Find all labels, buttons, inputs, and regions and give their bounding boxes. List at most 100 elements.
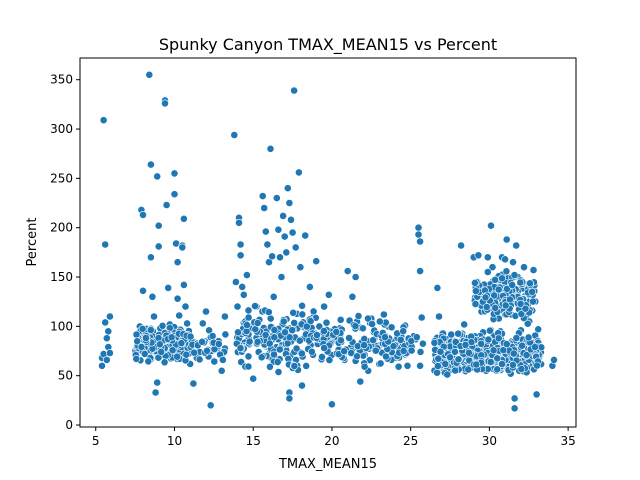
- data-point: [106, 312, 114, 321]
- data-point: [280, 232, 289, 241]
- data-point: [145, 70, 154, 79]
- data-point: [102, 355, 111, 364]
- data-point: [167, 333, 176, 342]
- x-tick-label: 30: [482, 434, 497, 448]
- data-point: [354, 312, 363, 320]
- data-point: [483, 268, 492, 276]
- data-point: [266, 144, 275, 153]
- data-point: [179, 280, 188, 289]
- data-point: [236, 240, 245, 249]
- data-point: [261, 330, 270, 339]
- y-tick-label: 350: [50, 73, 73, 87]
- data-point: [502, 340, 511, 348]
- data-point: [487, 221, 495, 230]
- data-point: [233, 302, 242, 311]
- data-point: [277, 273, 286, 281]
- data-point: [407, 346, 416, 355]
- data-point: [208, 332, 217, 340]
- data-point: [153, 378, 162, 387]
- data-point: [260, 204, 269, 212]
- data-point: [523, 319, 532, 328]
- data-point: [368, 320, 376, 328]
- data-point: [522, 351, 531, 359]
- data-point: [510, 271, 519, 279]
- data-point: [102, 334, 111, 343]
- data-point: [526, 279, 534, 288]
- data-point: [508, 281, 517, 289]
- data-point: [528, 287, 537, 296]
- data-point: [181, 302, 190, 311]
- data-point: [418, 339, 427, 348]
- data-point: [416, 267, 424, 275]
- x-axis-label: TMAX_MEAN15: [278, 457, 377, 472]
- data-point: [289, 308, 298, 317]
- data-point: [202, 307, 210, 316]
- data-point: [151, 388, 160, 397]
- data-point: [298, 310, 307, 319]
- data-point: [509, 349, 518, 358]
- data-point: [460, 320, 469, 329]
- data-point: [244, 313, 253, 322]
- data-point: [441, 360, 450, 368]
- data-point: [253, 337, 262, 346]
- data-point: [283, 184, 292, 193]
- data-point: [173, 258, 182, 267]
- data-point: [203, 346, 211, 355]
- data-point: [471, 300, 480, 308]
- data-point: [436, 347, 445, 356]
- data-point: [394, 362, 403, 371]
- data-point: [206, 401, 215, 410]
- data-point: [178, 243, 187, 252]
- data-point: [502, 267, 511, 276]
- data-point: [245, 337, 254, 346]
- data-point: [450, 347, 459, 356]
- data-point: [140, 349, 149, 358]
- data-point: [154, 333, 163, 342]
- data-point: [433, 362, 442, 370]
- data-point: [399, 327, 408, 336]
- data-point: [493, 365, 502, 374]
- data-point: [101, 240, 110, 249]
- data-point: [154, 242, 163, 251]
- data-point: [502, 235, 511, 244]
- data-point: [520, 263, 528, 272]
- y-tick-label: 250: [50, 171, 73, 185]
- data-point: [494, 334, 503, 343]
- data-point: [327, 400, 336, 409]
- data-point: [347, 349, 356, 357]
- data-point: [472, 360, 481, 369]
- data-point: [160, 358, 169, 367]
- data-point: [416, 361, 424, 370]
- data-point: [471, 287, 480, 295]
- data-point: [270, 350, 278, 359]
- x-tick-label: 15: [246, 434, 261, 448]
- data-point: [274, 225, 283, 234]
- data-point: [244, 306, 253, 315]
- data-point: [258, 192, 267, 200]
- data-point: [231, 278, 240, 286]
- data-point: [170, 169, 179, 178]
- data-point: [218, 355, 227, 364]
- data-point: [435, 312, 443, 321]
- data-point: [139, 210, 147, 219]
- data-point: [485, 326, 494, 335]
- data-point: [517, 309, 526, 318]
- data-point: [288, 326, 297, 335]
- data-point: [104, 327, 113, 336]
- data-point: [157, 347, 166, 356]
- x-tick-label: 25: [403, 434, 418, 448]
- data-point: [302, 322, 311, 331]
- data-point: [306, 317, 315, 326]
- x-tick-label: 35: [560, 434, 575, 448]
- x-tick-label: 10: [167, 434, 182, 448]
- data-point: [498, 274, 506, 283]
- data-point: [434, 354, 443, 363]
- data-point: [320, 344, 328, 352]
- y-tick-label: 100: [50, 319, 73, 333]
- data-point: [98, 361, 106, 370]
- data-point: [457, 241, 465, 250]
- data-point: [291, 243, 300, 252]
- data-point: [244, 362, 253, 371]
- data-point: [270, 333, 279, 342]
- data-point: [387, 323, 396, 332]
